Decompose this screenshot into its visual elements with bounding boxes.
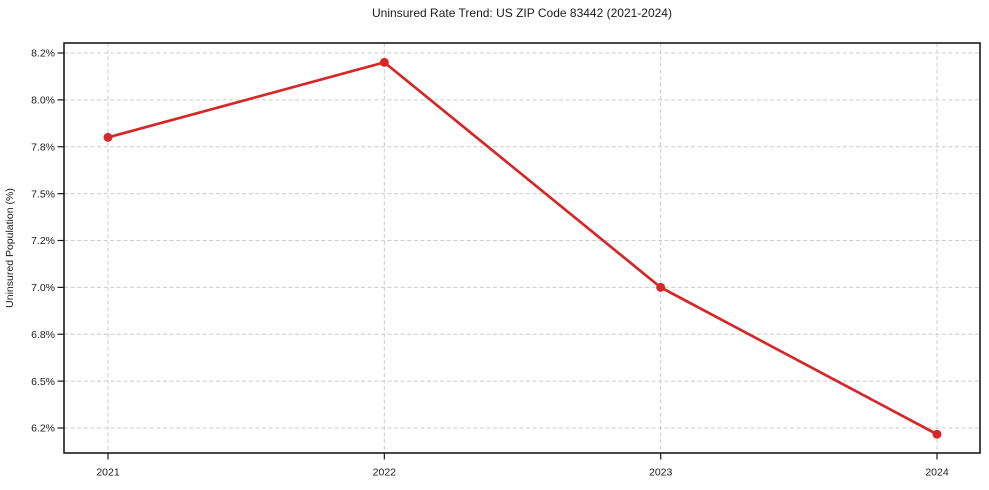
y-tick-label: 6.5%	[31, 376, 55, 388]
y-tick-label: 6.2%	[31, 423, 55, 435]
x-tick-label: 2023	[649, 467, 673, 479]
x-tick-label: 2022	[373, 467, 397, 479]
y-tick-label: 7.5%	[31, 188, 55, 200]
y-tick-label: 8.2%	[31, 48, 55, 60]
data-point-2022	[379, 57, 389, 67]
data-point-2021	[103, 132, 113, 142]
y-tick-label: 7.0%	[31, 282, 55, 294]
y-tick-label: 8.0%	[31, 95, 55, 107]
data-point-2023	[656, 282, 666, 292]
axis-frame	[63, 42, 981, 454]
y-tick-label: 6.8%	[31, 329, 55, 341]
x-tick-label: 2024	[925, 467, 949, 479]
trend-line	[106, 61, 939, 436]
chart-title: Uninsured Rate Trend: US ZIP Code 83442 …	[372, 6, 672, 20]
y-tick-label: 7.8%	[31, 141, 55, 153]
y-tick-label: 7.2%	[31, 235, 55, 247]
data-point-2024	[932, 429, 942, 439]
x-tick-label: 2021	[96, 467, 120, 479]
